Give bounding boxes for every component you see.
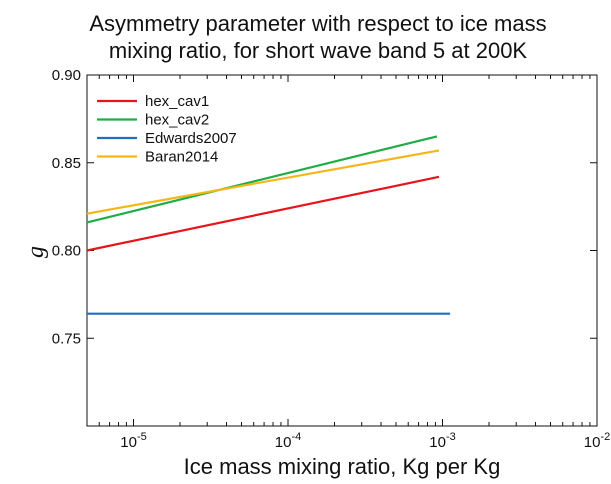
series-line-baran2014 [86,149,440,215]
legend-label: hex_cav1 [145,93,209,110]
chart-title-line-2: mixing ratio, for short wave band 5 at 2… [109,38,528,63]
x-tick-label: 10-3 [429,431,455,451]
legend-label: hex_cav2 [145,112,209,129]
y-tick-label: 0.75 [52,330,81,347]
series-line-hex-cav2 [86,135,438,224]
legend-label: Edwards2007 [145,130,237,147]
y-tick-label: 0.80 [52,243,81,260]
plot-area [86,74,598,427]
chart-title-line-1: Asymmetry parameter with respect to ice … [89,11,546,36]
series-lines [86,135,451,315]
y-tick-label: 0.85 [52,155,81,172]
x-axis-label: Ice mass mixing ratio, Kg per Kg [184,454,501,479]
x-tick-label: 10-2 [584,431,610,451]
legend-label: Baran2014 [145,149,218,166]
x-tick-label: 10-4 [275,431,301,451]
x-axis-ticks: 10-5 10-4 10-3 10-2 [98,75,610,451]
y-axis-label: g [23,246,49,258]
x-tick-label: 10-5 [120,431,146,451]
series-line-hex-cav1 [86,175,440,252]
y-axis-ticks: 0.75 0.80 0.85 0.90 [52,67,597,347]
y-tick-label: 0.90 [52,67,81,84]
